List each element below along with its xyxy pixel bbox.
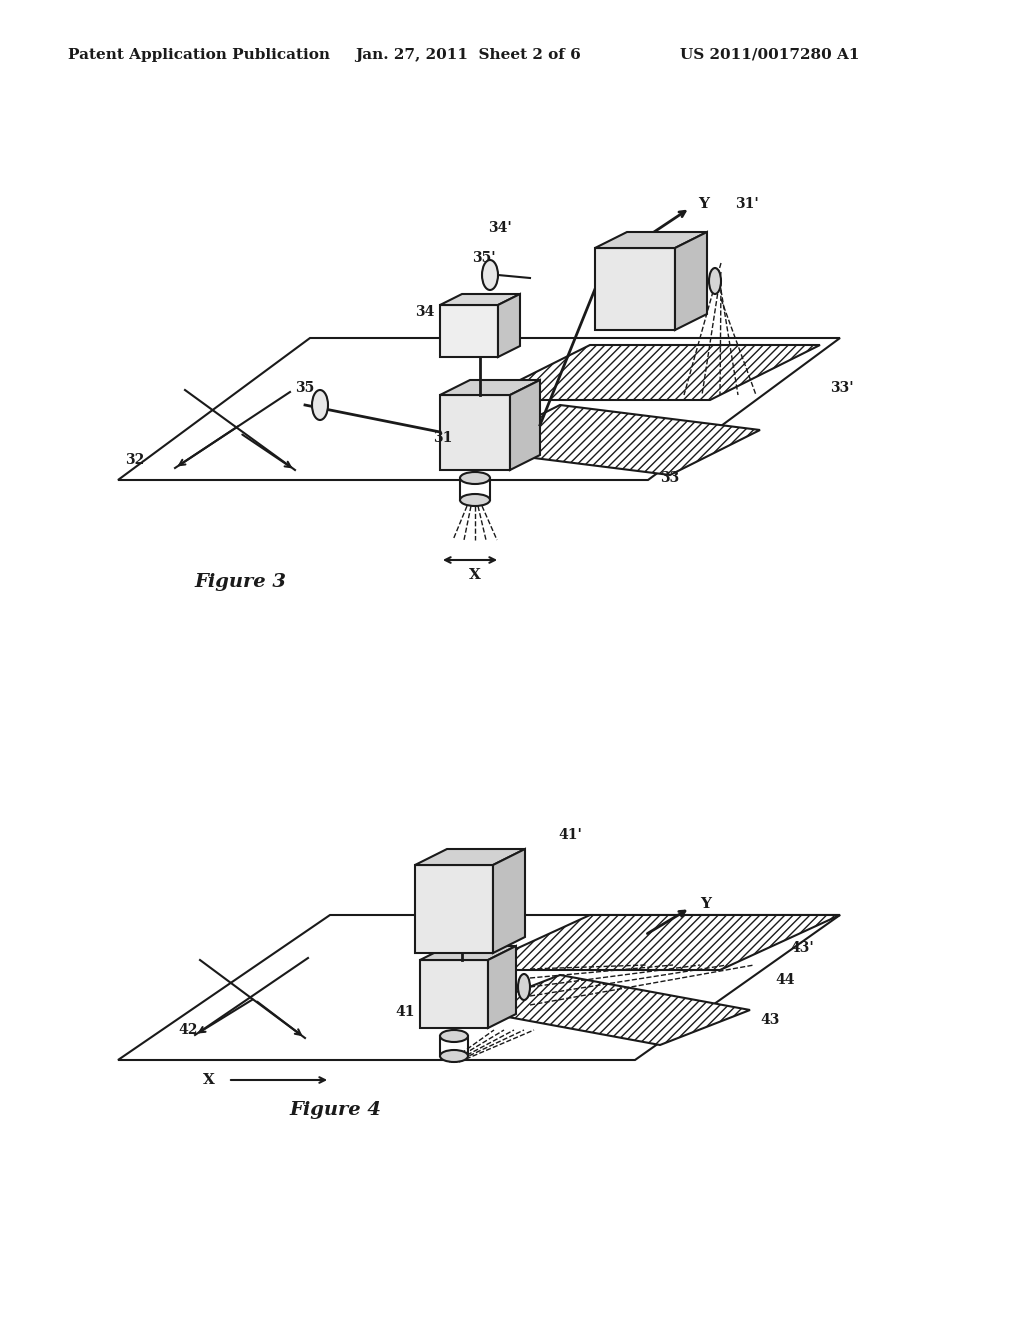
Polygon shape bbox=[440, 305, 498, 356]
Text: 32: 32 bbox=[125, 453, 144, 467]
Polygon shape bbox=[118, 338, 840, 480]
Text: 33: 33 bbox=[660, 471, 679, 484]
Text: Y: Y bbox=[698, 197, 709, 211]
Polygon shape bbox=[488, 946, 516, 1028]
Text: Jan. 27, 2011  Sheet 2 of 6: Jan. 27, 2011 Sheet 2 of 6 bbox=[355, 48, 581, 62]
Polygon shape bbox=[510, 380, 540, 470]
Polygon shape bbox=[440, 395, 510, 470]
Text: 31: 31 bbox=[433, 432, 453, 445]
Polygon shape bbox=[493, 849, 525, 953]
Ellipse shape bbox=[440, 1030, 468, 1041]
Text: 43': 43' bbox=[790, 941, 814, 954]
Ellipse shape bbox=[460, 473, 490, 484]
Ellipse shape bbox=[482, 260, 498, 290]
Text: Y: Y bbox=[700, 898, 711, 911]
Text: 42: 42 bbox=[178, 1023, 198, 1038]
Text: X: X bbox=[203, 1073, 215, 1086]
Text: 35': 35' bbox=[472, 251, 496, 265]
Text: 43: 43 bbox=[760, 1012, 779, 1027]
Text: 34': 34' bbox=[488, 220, 512, 235]
Polygon shape bbox=[470, 915, 840, 970]
Polygon shape bbox=[415, 865, 493, 953]
Ellipse shape bbox=[709, 268, 721, 294]
Text: 34: 34 bbox=[415, 305, 434, 319]
Polygon shape bbox=[595, 232, 707, 248]
Polygon shape bbox=[470, 975, 750, 1045]
Ellipse shape bbox=[460, 494, 490, 506]
Ellipse shape bbox=[518, 974, 530, 1001]
Polygon shape bbox=[440, 380, 540, 395]
Polygon shape bbox=[675, 232, 707, 330]
Polygon shape bbox=[420, 946, 516, 960]
Polygon shape bbox=[118, 915, 840, 1060]
Text: 35: 35 bbox=[295, 381, 314, 395]
Polygon shape bbox=[415, 849, 525, 865]
Text: US 2011/0017280 A1: US 2011/0017280 A1 bbox=[680, 48, 859, 62]
Text: 41': 41' bbox=[558, 828, 582, 842]
Ellipse shape bbox=[440, 1049, 468, 1063]
Text: Patent Application Publication: Patent Application Publication bbox=[68, 48, 330, 62]
Polygon shape bbox=[498, 294, 520, 356]
Ellipse shape bbox=[312, 389, 328, 420]
Text: X: X bbox=[469, 568, 481, 582]
Polygon shape bbox=[420, 960, 488, 1028]
Polygon shape bbox=[470, 405, 760, 475]
Text: Figure 3: Figure 3 bbox=[194, 573, 286, 591]
Polygon shape bbox=[480, 345, 820, 400]
Polygon shape bbox=[440, 294, 520, 305]
Text: 33': 33' bbox=[830, 381, 854, 395]
Text: 44: 44 bbox=[775, 973, 795, 987]
Text: 31': 31' bbox=[735, 197, 759, 211]
Text: 41: 41 bbox=[395, 1005, 415, 1019]
Text: Figure 4: Figure 4 bbox=[289, 1101, 381, 1119]
Polygon shape bbox=[595, 248, 675, 330]
